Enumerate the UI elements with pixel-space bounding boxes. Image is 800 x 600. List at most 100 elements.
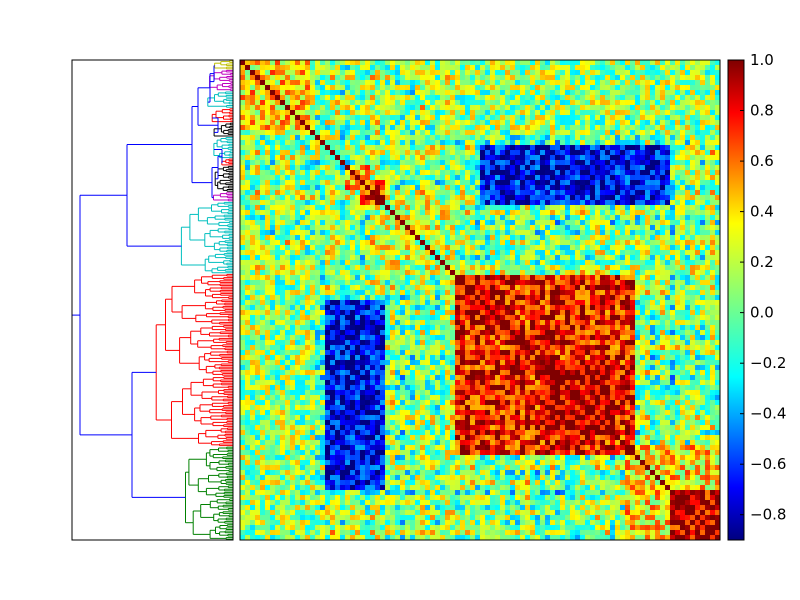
heatmap-cell	[495, 200, 501, 206]
heatmap-cell	[335, 210, 341, 216]
heatmap-cell	[605, 105, 611, 111]
heatmap-cell	[680, 100, 686, 106]
heatmap-cell	[595, 70, 601, 76]
heatmap-cell	[275, 155, 281, 161]
heatmap-cell	[360, 225, 366, 231]
heatmap-cell	[605, 85, 611, 91]
heatmap-cell	[510, 245, 516, 251]
heatmap-cell	[565, 110, 571, 116]
heatmap-cell	[450, 180, 456, 186]
heatmap-cell	[295, 210, 301, 216]
heatmap-cell	[640, 245, 646, 251]
heatmap-cell	[320, 115, 326, 121]
heatmap-cell	[620, 175, 626, 181]
heatmap-cell	[420, 255, 426, 261]
heatmap-cell	[620, 100, 626, 106]
heatmap-cell	[585, 175, 591, 181]
heatmap-cell	[385, 150, 391, 156]
heatmap-cell	[325, 245, 331, 251]
heatmap-cell	[715, 175, 721, 181]
heatmap-cell	[670, 250, 676, 256]
heatmap-cell	[640, 80, 646, 86]
heatmap-cell	[580, 90, 586, 96]
heatmap-cell	[680, 65, 686, 71]
heatmap-cell	[320, 250, 326, 256]
heatmap-cell	[505, 160, 511, 166]
heatmap-cell	[325, 260, 331, 266]
heatmap-cell	[550, 140, 556, 146]
heatmap-cell	[530, 215, 536, 221]
heatmap-cell	[570, 220, 576, 226]
heatmap-cell	[655, 100, 661, 106]
heatmap-cell	[375, 225, 381, 231]
heatmap-cell	[710, 235, 716, 241]
heatmap-cell	[385, 155, 391, 161]
heatmap-cell	[240, 255, 246, 261]
heatmap-cell	[605, 245, 611, 251]
heatmap-cell	[590, 260, 596, 266]
heatmap-cell	[620, 150, 626, 156]
heatmap-cell	[495, 240, 501, 246]
heatmap-cell	[485, 80, 491, 86]
heatmap-cell	[595, 225, 601, 231]
heatmap-cell	[445, 120, 451, 126]
heatmap-cell	[705, 265, 711, 271]
heatmap-cell	[425, 65, 431, 71]
heatmap-cell	[625, 150, 631, 156]
heatmap-cell	[495, 225, 501, 231]
heatmap-cell	[460, 95, 466, 101]
heatmap-cell	[510, 270, 516, 276]
heatmap-cell	[595, 185, 601, 191]
heatmap-cell	[340, 155, 346, 161]
heatmap-cell	[465, 245, 471, 251]
heatmap-cell	[295, 125, 301, 131]
heatmap-cell	[500, 135, 506, 141]
heatmap-cell	[465, 115, 471, 121]
heatmap-cell	[555, 60, 561, 66]
heatmap-cell	[455, 130, 461, 136]
heatmap-cell	[485, 125, 491, 131]
heatmap-cell	[615, 90, 621, 96]
heatmap-cell	[360, 120, 366, 126]
heatmap-cell	[315, 70, 321, 76]
heatmap-cell	[300, 65, 306, 71]
heatmap-cell	[685, 250, 691, 256]
heatmap-cell	[590, 175, 596, 181]
heatmap-cell	[320, 65, 326, 71]
heatmap-cell	[370, 145, 376, 151]
heatmap-cell	[480, 230, 486, 236]
heatmap-cell	[495, 100, 501, 106]
heatmap-cell	[640, 205, 646, 211]
heatmap-cell	[660, 195, 666, 201]
heatmap-cell	[400, 190, 406, 196]
heatmap-cell	[595, 110, 601, 116]
heatmap-cell	[555, 80, 561, 86]
heatmap-cell	[675, 145, 681, 151]
heatmap-cell	[445, 80, 451, 86]
heatmap-cell	[425, 240, 431, 246]
heatmap-cell	[290, 170, 296, 176]
heatmap-cell	[410, 250, 416, 256]
heatmap-cell	[435, 205, 441, 211]
heatmap-cell	[360, 145, 366, 151]
heatmap-cell	[320, 90, 326, 96]
heatmap-cell	[345, 200, 351, 206]
heatmap-cell	[530, 270, 536, 276]
heatmap-cell	[315, 75, 321, 81]
heatmap-cell	[405, 80, 411, 86]
heatmap-cell	[415, 70, 421, 76]
heatmap-cell	[565, 165, 571, 171]
heatmap-cell	[650, 130, 656, 136]
heatmap-cell	[425, 105, 431, 111]
heatmap-cell	[270, 250, 276, 256]
heatmap-cell	[590, 155, 596, 161]
heatmap-cell	[570, 225, 576, 231]
heatmap-cell	[655, 235, 661, 241]
heatmap-cell	[280, 200, 286, 206]
heatmap-cell	[590, 105, 596, 111]
heatmap-cell	[550, 230, 556, 236]
heatmap-cell	[295, 130, 301, 136]
heatmap-cell	[575, 125, 581, 131]
heatmap-cell	[635, 60, 641, 66]
heatmap-cell	[425, 100, 431, 106]
